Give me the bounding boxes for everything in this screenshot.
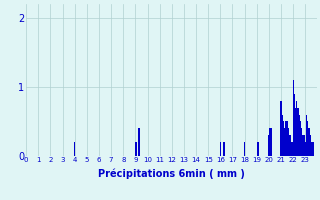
Bar [286, 121, 288, 156]
Bar [311, 142, 312, 156]
Bar [284, 128, 285, 156]
Bar [292, 80, 294, 156]
Bar [294, 94, 295, 156]
Bar [301, 128, 302, 156]
Bar [305, 142, 306, 156]
Bar [295, 108, 296, 156]
Bar [313, 142, 314, 156]
Bar [136, 142, 137, 156]
Bar [312, 142, 313, 156]
Bar [268, 135, 269, 156]
Bar [291, 142, 292, 156]
Bar [283, 121, 284, 156]
Bar [309, 135, 311, 156]
Bar [257, 142, 259, 156]
Bar [244, 142, 245, 156]
Bar [271, 128, 272, 156]
Bar [139, 128, 140, 156]
Bar [280, 101, 282, 156]
Bar [290, 135, 291, 156]
Bar [289, 135, 290, 156]
Bar [74, 142, 75, 156]
Bar [135, 142, 136, 156]
Bar [299, 115, 300, 156]
Bar [297, 108, 299, 156]
Bar [285, 121, 286, 156]
Bar [269, 128, 271, 156]
Bar [223, 142, 225, 156]
Bar [296, 101, 297, 156]
Bar [308, 128, 309, 156]
Bar [288, 128, 289, 156]
Bar [302, 135, 303, 156]
Bar [300, 121, 301, 156]
Bar [220, 142, 221, 156]
Bar [303, 135, 305, 156]
Bar [306, 115, 307, 156]
Bar [282, 115, 283, 156]
X-axis label: Précipitations 6min ( mm ): Précipitations 6min ( mm ) [98, 169, 244, 179]
Bar [307, 121, 308, 156]
